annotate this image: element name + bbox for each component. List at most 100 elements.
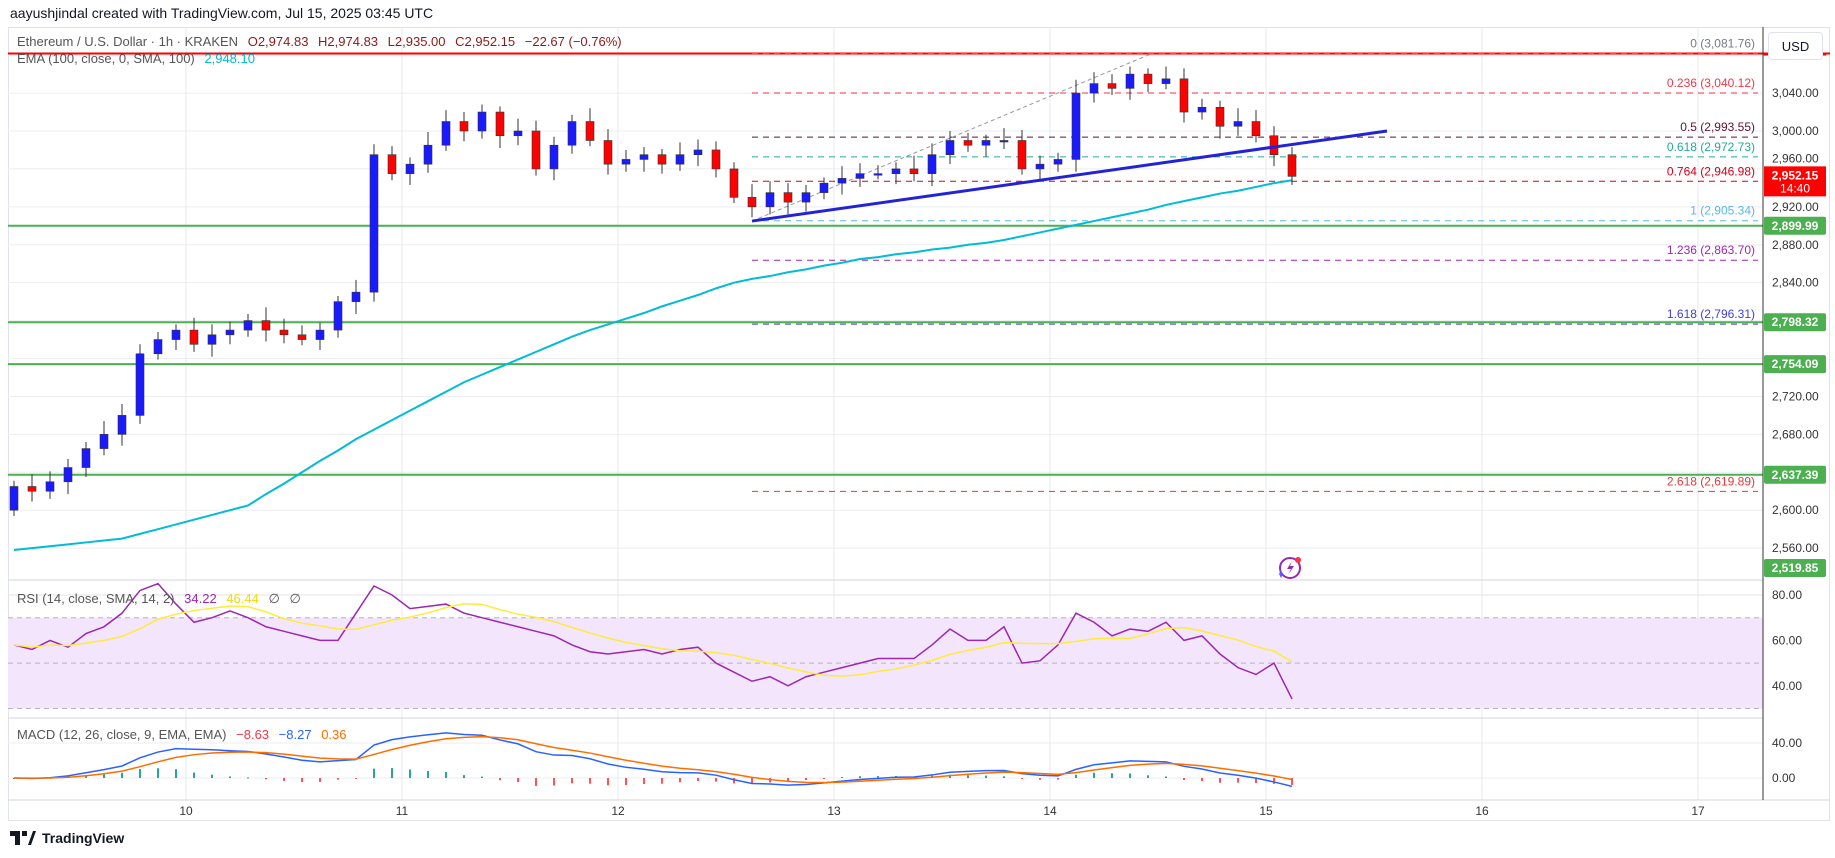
macd-histogram-bar bbox=[697, 778, 699, 782]
macd-histogram-bar bbox=[1273, 778, 1275, 784]
fib-level-label: 1 (2,905.34) bbox=[1690, 204, 1755, 218]
candle-up bbox=[315, 329, 325, 340]
tradingview-logo-icon bbox=[10, 831, 36, 845]
macd-histogram-bar bbox=[1255, 778, 1257, 784]
rsi-value: 34.22 bbox=[184, 591, 217, 606]
candle-down bbox=[1251, 121, 1261, 137]
candle-up bbox=[441, 121, 451, 146]
chart-credit: aayushjindal created with TradingView.co… bbox=[10, 5, 434, 21]
candle-down bbox=[1143, 73, 1153, 84]
currency-button[interactable]: USD bbox=[1768, 32, 1823, 60]
price-tick-label: 2,720.00 bbox=[1772, 389, 1819, 403]
candle-down bbox=[279, 329, 289, 336]
macd-histogram-bar bbox=[103, 773, 105, 778]
rsi-sma-value: 46.44 bbox=[226, 591, 259, 606]
macd-histogram-bar bbox=[985, 775, 987, 778]
macd-histogram-bar bbox=[751, 778, 753, 785]
candle-down bbox=[1107, 83, 1117, 89]
macd-histogram-bar bbox=[1021, 778, 1023, 779]
macd-histogram-bar bbox=[625, 778, 627, 786]
lightning-icon[interactable] bbox=[1279, 557, 1301, 579]
macd-histogram-bar bbox=[1057, 778, 1059, 780]
candle-up bbox=[1197, 107, 1207, 113]
candle-up bbox=[117, 415, 127, 435]
candle-down bbox=[459, 121, 469, 132]
price-tick-label: 2,840.00 bbox=[1772, 276, 1819, 290]
macd-histogram-bar bbox=[319, 778, 321, 782]
macd-histogram-bar bbox=[283, 778, 285, 781]
macd-histogram-bar bbox=[481, 776, 483, 778]
candle-down bbox=[657, 154, 667, 165]
macd-tick-label: 40.00 bbox=[1772, 736, 1802, 750]
ema-legend[interactable]: EMA (100, close, 0, SMA, 100) 2,948.10 bbox=[17, 51, 255, 66]
macd-histogram-bar bbox=[445, 772, 447, 778]
candle-down bbox=[1215, 107, 1225, 127]
macd-histogram-bar bbox=[553, 778, 555, 786]
price-badges: 2,899.99 2,798.32 2,754.09 2,637.39 2,519.85… bbox=[1763, 53, 1826, 577]
macd-histogram-bar bbox=[1237, 778, 1239, 783]
macd-histogram-bar bbox=[571, 778, 573, 784]
macd-histogram-bar bbox=[787, 778, 789, 782]
rsi-pane bbox=[13, 582, 1293, 700]
candle-up bbox=[9, 486, 19, 511]
ema-label: EMA (100, close, 0, SMA, 100) bbox=[17, 51, 195, 66]
tradingview-logo[interactable]: TradingView bbox=[10, 830, 124, 846]
candle-down bbox=[531, 130, 541, 170]
symbol-legend: Ethereum / U.S. Dollar · 1h · KRAKEN O2,… bbox=[17, 34, 622, 49]
macd-line bbox=[13, 732, 1293, 788]
ascending-trendline bbox=[751, 129, 1388, 223]
time-tick-label: 11 bbox=[396, 804, 409, 818]
macd-histogram-bar bbox=[211, 774, 213, 778]
candle-down bbox=[909, 168, 919, 174]
rsi-label: RSI (14, close, SMA, 14, 2) bbox=[17, 591, 175, 606]
macd-legend[interactable]: MACD (12, 26, close, 9, EMA, EMA) −8.63 … bbox=[17, 727, 347, 742]
fib-level-label: 1.618 (2,796.31) bbox=[1667, 307, 1755, 321]
candle-up bbox=[639, 154, 649, 160]
price-tick-label: 2,680.00 bbox=[1772, 427, 1819, 441]
level-badge bbox=[1764, 216, 1826, 235]
macd-histogram-bar bbox=[823, 778, 825, 779]
time-tick-label: 16 bbox=[1475, 804, 1489, 818]
macd-histogram-bar bbox=[643, 778, 645, 785]
rsi-extra-2: ∅ bbox=[289, 591, 301, 606]
candles bbox=[9, 66, 1297, 516]
candle-up bbox=[477, 111, 487, 132]
rsi-legend[interactable]: RSI (14, close, SMA, 14, 2) 34.22 46.44 … bbox=[17, 591, 301, 607]
candle-up bbox=[1233, 121, 1243, 127]
fib-level-label: 0.236 (3,040.12) bbox=[1667, 76, 1755, 90]
ohlc-low: L2,935.00 bbox=[387, 34, 446, 49]
macd-histogram-bar bbox=[535, 778, 537, 786]
macd-histogram-bar bbox=[1183, 778, 1185, 780]
last-price-badge bbox=[1764, 166, 1826, 197]
macd-histogram-bar bbox=[679, 778, 681, 783]
candle-up bbox=[693, 149, 703, 156]
fib-connector-line bbox=[751, 53, 1153, 222]
candle-up bbox=[549, 144, 559, 170]
macd-histogram-bar bbox=[175, 769, 177, 778]
macd-histogram-bar bbox=[733, 778, 735, 784]
candle-up bbox=[567, 121, 577, 146]
macd-histogram-bar bbox=[859, 776, 861, 778]
candle-up bbox=[135, 353, 145, 416]
ema-line bbox=[13, 179, 1293, 552]
candle-up bbox=[45, 481, 55, 492]
symbol-name: Ethereum / U.S. Dollar · 1h · KRAKEN bbox=[17, 34, 239, 49]
candle-up bbox=[981, 140, 991, 146]
macd-histogram-bar bbox=[229, 776, 231, 778]
macd-histogram-bar bbox=[301, 778, 303, 783]
candle-up bbox=[621, 159, 631, 165]
candle-down bbox=[963, 140, 973, 146]
macd-histogram-bar bbox=[1075, 774, 1077, 778]
macd-pane bbox=[13, 732, 1293, 788]
macd-histogram-bar bbox=[247, 777, 249, 779]
rsi-band bbox=[8, 617, 1763, 709]
fib-level-label: 0 (3,081.76) bbox=[1690, 36, 1755, 50]
macd-histogram-bar bbox=[265, 778, 267, 780]
time-tick-label: 12 bbox=[611, 804, 625, 818]
candle-up bbox=[1053, 159, 1063, 165]
macd-histogram-bar bbox=[1165, 776, 1167, 778]
candle-down bbox=[747, 197, 757, 208]
candle-up bbox=[405, 163, 415, 174]
macd-histogram-bar bbox=[157, 768, 159, 778]
